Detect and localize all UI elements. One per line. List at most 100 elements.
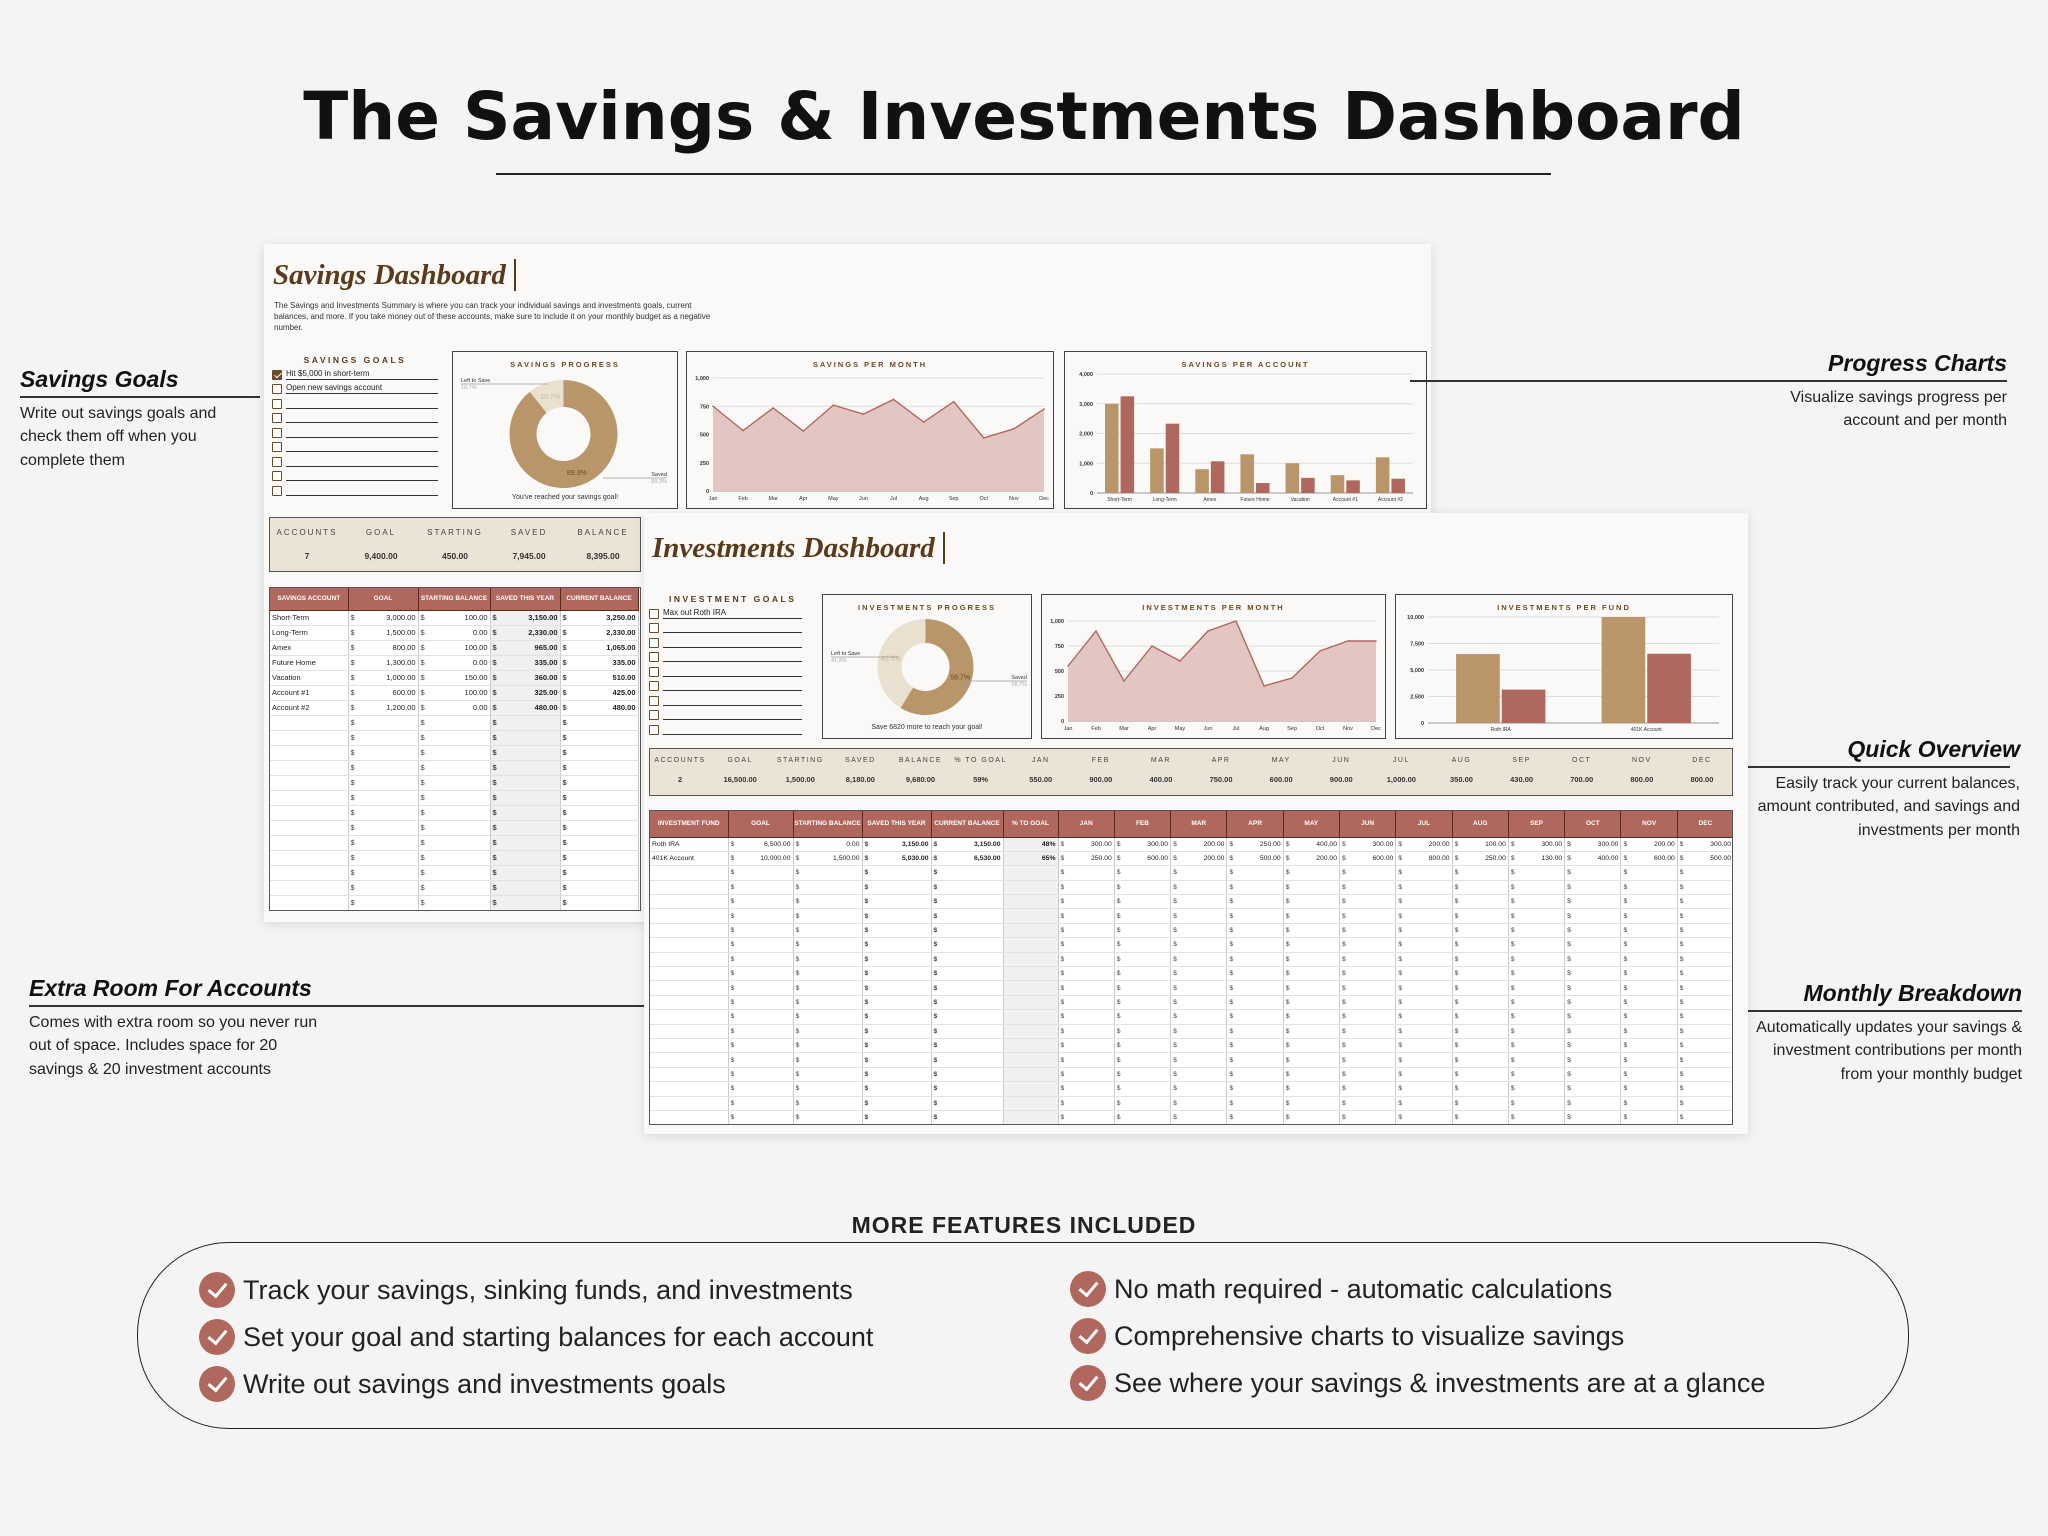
table-cell[interactable]: $ <box>1395 952 1453 968</box>
table-cell[interactable]: $ <box>728 1081 794 1097</box>
table-cell[interactable]: $ <box>862 980 932 996</box>
table-cell[interactable] <box>650 980 729 996</box>
table-cell[interactable]: $ <box>1170 1038 1228 1054</box>
column-header[interactable]: STARTING BALANCE <box>418 588 491 611</box>
table-cell[interactable]: $ <box>1283 880 1340 896</box>
table-cell[interactable]: $ <box>1395 1038 1453 1054</box>
table-cell[interactable]: $ <box>793 880 863 896</box>
table-cell[interactable]: $ <box>1283 1081 1340 1097</box>
table-cell[interactable]: $ <box>931 1024 1004 1039</box>
table-cell[interactable]: $ <box>1395 923 1453 939</box>
table-cell[interactable]: $ <box>1283 1052 1340 1068</box>
table-cell[interactable]: $2,330.00 <box>490 625 561 641</box>
table-cell[interactable]: $ <box>1395 980 1453 996</box>
table-cell[interactable]: $ <box>1677 1052 1732 1068</box>
table-cell[interactable]: $ <box>793 1110 863 1124</box>
table-cell[interactable]: $ <box>348 715 419 731</box>
table-cell[interactable]: $ <box>1508 908 1566 924</box>
table-cell[interactable]: $ <box>560 790 639 806</box>
table-cell[interactable]: $ <box>1058 1096 1115 1111</box>
table-cell[interactable]: $ <box>931 1009 1004 1025</box>
table-cell[interactable] <box>650 1096 729 1111</box>
table-cell[interactable]: $ <box>1283 894 1340 910</box>
goal-checkbox[interactable] <box>272 427 282 438</box>
table-cell[interactable] <box>650 1009 729 1025</box>
table-cell[interactable]: $ <box>1058 995 1115 1011</box>
table-cell[interactable]: $ <box>728 937 794 953</box>
table-cell[interactable]: $ <box>931 880 1004 896</box>
table-cell[interactable]: $ <box>793 1067 863 1083</box>
goal-checkbox[interactable] <box>649 710 659 720</box>
table-cell[interactable]: $ <box>793 1009 863 1025</box>
table-cell[interactable]: $ <box>1677 937 1732 953</box>
table-cell[interactable]: $ <box>1170 1009 1228 1025</box>
column-header[interactable]: INVESTMENT FUND <box>650 811 729 838</box>
table-cell[interactable]: $ <box>490 865 561 881</box>
table-cell[interactable]: $ <box>418 820 491 836</box>
table-cell[interactable]: $ <box>1508 1024 1566 1039</box>
table-cell[interactable]: $ <box>1170 1081 1228 1097</box>
goal-checkbox[interactable] <box>272 471 282 481</box>
table-cell[interactable]: $ <box>862 937 932 953</box>
goal-checkbox[interactable] <box>649 623 659 633</box>
table-cell[interactable]: $ <box>1508 1009 1566 1025</box>
table-cell[interactable]: $335.00 <box>490 655 561 671</box>
table-cell[interactable]: $ <box>1395 1067 1453 1083</box>
table-cell[interactable] <box>650 952 729 968</box>
table-cell[interactable]: $ <box>1452 1067 1509 1083</box>
table-cell[interactable]: $ <box>1508 880 1566 896</box>
table-cell[interactable]: $ <box>1114 908 1172 924</box>
table-cell[interactable]: $ <box>1395 995 1453 1011</box>
table-cell[interactable]: $ <box>1508 1052 1566 1068</box>
table-cell[interactable]: $ <box>1452 865 1509 881</box>
table-cell[interactable]: $ <box>1283 966 1340 982</box>
table-cell[interactable]: $ <box>793 894 863 910</box>
column-header[interactable]: JAN <box>1058 811 1115 838</box>
table-cell[interactable]: $ <box>1114 937 1172 953</box>
table-cell[interactable] <box>650 1038 729 1054</box>
table-cell[interactable]: $ <box>931 995 1004 1011</box>
table-cell[interactable]: $ <box>348 820 419 836</box>
table-cell[interactable]: $ <box>490 880 561 896</box>
table-cell[interactable]: $ <box>490 775 561 791</box>
table-cell[interactable] <box>270 850 349 866</box>
table-cell[interactable]: $ <box>1170 937 1228 953</box>
table-cell[interactable]: $ <box>1508 995 1566 1011</box>
table-cell[interactable]: $ <box>1114 865 1172 881</box>
column-header[interactable]: STARTING BALANCE <box>793 811 863 838</box>
table-cell[interactable]: $3,000.00 <box>348 610 419 626</box>
table-cell[interactable]: $ <box>348 865 419 881</box>
table-cell[interactable]: $ <box>1170 908 1228 924</box>
table-cell[interactable]: $ <box>862 1067 932 1083</box>
table-cell[interactable]: $ <box>1508 1067 1566 1083</box>
table-cell[interactable]: $ <box>862 865 932 881</box>
table-cell[interactable] <box>650 865 729 881</box>
table-cell[interactable]: $400.00 <box>1564 851 1622 867</box>
table-cell[interactable]: $ <box>793 908 863 924</box>
table-cell[interactable]: $ <box>1564 1081 1622 1097</box>
table-cell[interactable]: $ <box>1226 1110 1284 1124</box>
table-cell[interactable]: $ <box>1452 894 1509 910</box>
table-cell[interactable] <box>650 937 729 953</box>
table-cell[interactable] <box>270 865 349 881</box>
table-cell[interactable]: $ <box>1508 937 1566 953</box>
table-cell[interactable]: $0.00 <box>793 837 863 852</box>
table-cell[interactable]: $ <box>1564 937 1622 953</box>
table-cell[interactable]: $ <box>1508 1081 1566 1097</box>
table-cell[interactable]: $ <box>1058 952 1115 968</box>
table-cell[interactable]: $ <box>418 730 491 746</box>
table-cell[interactable]: $ <box>1170 980 1228 996</box>
table-cell[interactable]: $ <box>1283 1067 1340 1083</box>
table-cell[interactable] <box>270 880 349 896</box>
table-cell[interactable]: $ <box>931 1081 1004 1097</box>
table-cell[interactable]: $500.00 <box>1677 851 1732 867</box>
table-cell[interactable]: $ <box>1564 865 1622 881</box>
table-cell[interactable]: $ <box>348 835 419 851</box>
table-cell[interactable]: $ <box>1452 952 1509 968</box>
table-cell[interactable]: $ <box>931 952 1004 968</box>
table-cell[interactable]: $ <box>1395 1024 1453 1039</box>
table-cell[interactable]: $ <box>1226 980 1284 996</box>
table-cell[interactable]: $ <box>418 715 491 731</box>
table-cell[interactable] <box>1003 1096 1059 1111</box>
table-cell[interactable]: $1,300.00 <box>348 655 419 671</box>
